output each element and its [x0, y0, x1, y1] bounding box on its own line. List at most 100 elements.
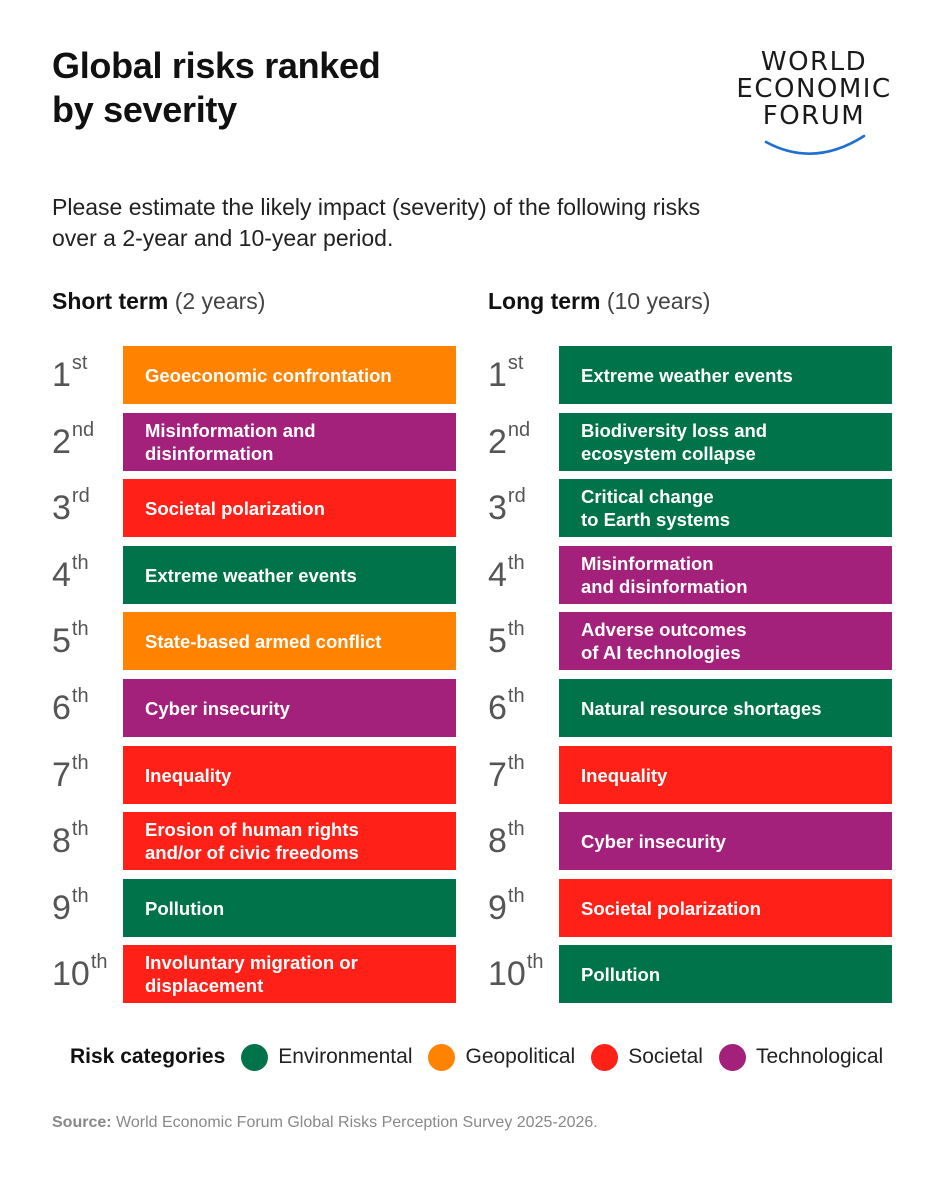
rank-number: 9	[488, 889, 507, 927]
rank-number: 3	[488, 489, 507, 527]
risk-label: Adverse outcomes of AI technologies	[581, 619, 747, 663]
long-term-row-10: 10th Pollution	[488, 945, 892, 1003]
legend-item-environmental: Environmental	[241, 1043, 412, 1071]
rank-number: 4	[52, 556, 71, 594]
risk-label: Erosion of human rights and/or of civic …	[145, 819, 359, 863]
short-term-row-9: 9th Pollution	[52, 879, 456, 937]
rank-suffix: st	[71, 352, 88, 374]
column-label: Short term	[52, 288, 169, 314]
long-term-row-8: 8th Cyber insecurity	[488, 812, 892, 870]
logo-text-forum: FORUM	[762, 101, 866, 131]
rank-number: 4	[488, 556, 507, 594]
column-label: Long term	[488, 288, 601, 314]
rank-label: 9th	[52, 879, 122, 937]
logo-arc-icon	[764, 134, 866, 155]
risk-label: Extreme weather events	[145, 564, 357, 586]
legend-dot-technological	[718, 1043, 746, 1071]
column-header-long-term: Long term (10 years)	[488, 288, 710, 315]
legend-label: Technological	[755, 1045, 884, 1068]
legend-item-societal: Societal	[591, 1043, 703, 1071]
risk-label: Societal polarization	[581, 897, 761, 919]
risk-bar-environmental: Extreme weather events	[123, 546, 456, 604]
rank-suffix: st	[507, 352, 524, 374]
risk-label: Biodiversity loss and ecosystem collapse	[581, 420, 768, 464]
short-term-row-4: 4th Extreme weather events	[52, 546, 456, 604]
risk-label: Misinformation and disinformation	[581, 553, 748, 597]
risk-label: State-based armed conflict	[145, 630, 382, 652]
rank-suffix: nd	[507, 419, 531, 441]
rank-label: 5th	[52, 612, 122, 670]
rank-label: 2nd	[488, 413, 558, 471]
rank-number: 5	[488, 622, 507, 660]
rank-label: 8th	[488, 812, 558, 870]
short-term-row-10: 10th Involuntary migration or displacemen…	[52, 945, 456, 1003]
rank-label: 4th	[52, 546, 122, 604]
rank-number: 6	[52, 689, 71, 727]
rank-label: 4th	[488, 546, 558, 604]
page-title: Global risks ranked by severity	[52, 44, 472, 132]
long-term-row-7: 7th Inequality	[488, 746, 892, 804]
rank-suffix: th	[71, 818, 89, 840]
rank-number: 2	[52, 423, 71, 461]
long-term-row-9: 9th Societal polarization	[488, 879, 892, 937]
legend-dot-geopolitical	[428, 1043, 456, 1071]
rank-number: 1	[488, 356, 507, 394]
rank-label: 10th	[488, 945, 558, 1003]
rank-suffix: th	[507, 685, 525, 707]
rank-number: 7	[52, 756, 71, 794]
rank-suffix: th	[507, 552, 525, 574]
rank-suffix: nd	[71, 419, 95, 441]
short-term-row-8: 8th Erosion of human rights and/or of civ…	[52, 812, 456, 870]
risk-bar-technological: Adverse outcomes of AI technologies	[559, 612, 892, 670]
rank-suffix: th	[90, 951, 108, 973]
risk-bar-societal: Erosion of human rights and/or of civic …	[123, 812, 456, 870]
risk-label: Inequality	[581, 764, 668, 786]
rank-label: 3rd	[488, 479, 558, 537]
rank-suffix: th	[507, 885, 525, 907]
legend-title: Risk categories	[70, 1045, 226, 1068]
short-term-row-1: 1st Geoeconomic confrontation	[52, 346, 456, 404]
short-term-row-7: 7th Inequality	[52, 746, 456, 804]
legend-item-geopolitical: Geopolitical	[428, 1043, 575, 1071]
rank-suffix: th	[71, 552, 89, 574]
rank-suffix: th	[526, 951, 544, 973]
rank-label: 10th	[52, 945, 122, 1003]
risk-bar-technological: Cyber insecurity	[123, 679, 456, 737]
risk-bar-societal: Societal polarization	[559, 879, 892, 937]
rank-suffix: th	[71, 685, 89, 707]
risk-label: Geoeconomic confrontation	[145, 364, 392, 386]
legend-item-technological: Technological	[718, 1043, 884, 1071]
column-header-short-term: Short term (2 years)	[52, 288, 265, 315]
rank-label: 9th	[488, 879, 558, 937]
rank-number: 10	[52, 955, 90, 993]
rank-label: 6th	[488, 679, 558, 737]
risk-label: Extreme weather events	[581, 364, 793, 386]
rank-number: 1	[52, 356, 71, 394]
legend: Risk categories Environmental Geopolitic…	[70, 1040, 899, 1074]
long-term-row-3: 3rd Critical change to Earth systems	[488, 479, 892, 537]
risk-bar-environmental: Natural resource shortages	[559, 679, 892, 737]
rank-suffix: rd	[507, 485, 526, 507]
title-line-2: by severity	[52, 89, 237, 130]
long-term-row-1: 1st Extreme weather events	[488, 346, 892, 404]
risk-bar-societal: Involuntary migration or displacement	[123, 945, 456, 1003]
rank-label: 3rd	[52, 479, 122, 537]
risk-bar-societal: Inequality	[123, 746, 456, 804]
rank-number: 9	[52, 889, 71, 927]
risk-bar-environmental: Critical change to Earth systems	[559, 479, 892, 537]
short-term-row-6: 6th Cyber insecurity	[52, 679, 456, 737]
title-line-1: Global risks ranked	[52, 45, 381, 86]
risk-bar-technological: Misinformation and disinformation	[123, 413, 456, 471]
risk-bar-technological: Misinformation and disinformation	[559, 546, 892, 604]
risk-label: Cyber insecurity	[581, 830, 726, 852]
risk-bar-geopolitical: State-based armed conflict	[123, 612, 456, 670]
rank-label: 1st	[52, 346, 122, 404]
column-period: (2 years)	[174, 288, 266, 314]
subtitle: Please estimate the likely impact (sever…	[52, 194, 701, 251]
rank-label: 6th	[52, 679, 122, 737]
risk-bar-technological: Cyber insecurity	[559, 812, 892, 870]
short-term-row-3: 3rd Societal polarization	[52, 479, 456, 537]
risk-label: Natural resource shortages	[581, 697, 822, 719]
rank-number: 8	[488, 822, 507, 860]
legend-label: Societal	[628, 1045, 703, 1068]
